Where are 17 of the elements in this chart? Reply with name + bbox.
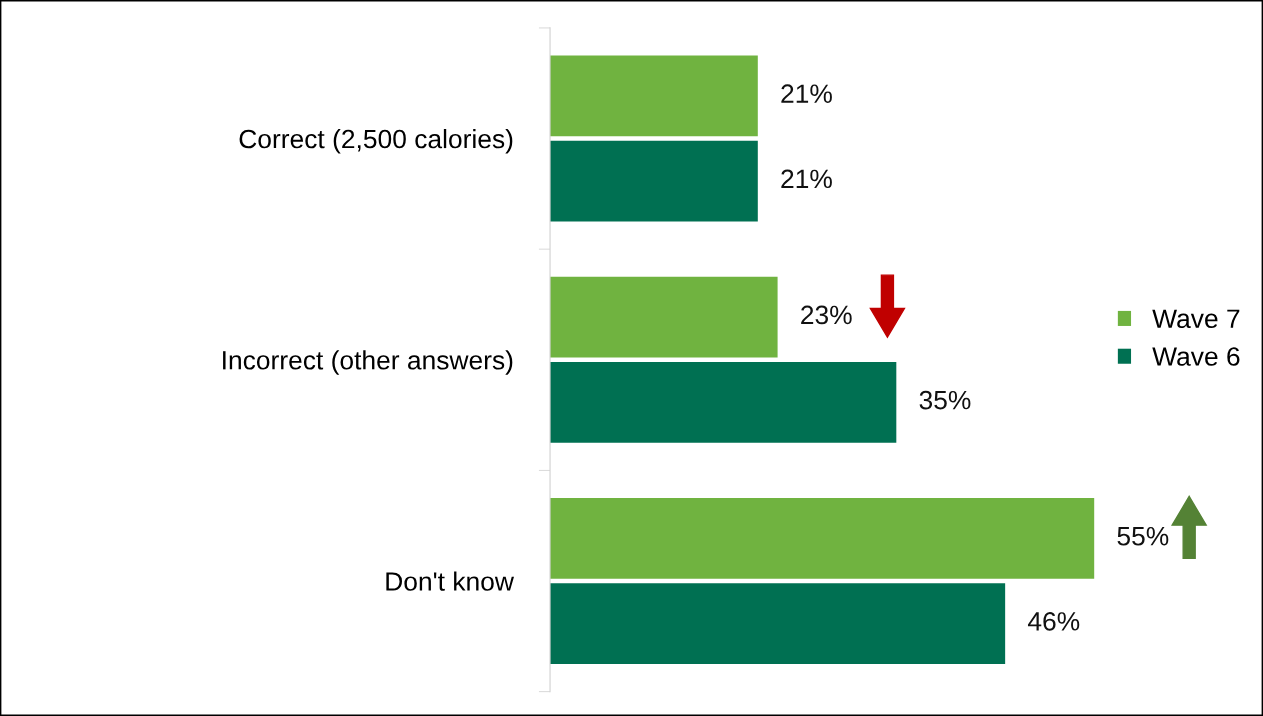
data-label: 35% [919,390,971,410]
bar [550,55,758,137]
data-label: 21% [781,84,832,103]
bar [550,583,1006,664]
data-label: 23% [801,305,852,325]
y-tick-label: Incorrect (other answers) [223,350,513,375]
bar [550,498,1095,579]
data-label: 21% [781,169,832,189]
y-tick-label: Don't know [386,571,514,591]
bar [550,140,758,222]
bar [550,362,897,443]
legend-label: Wave 7 [1152,309,1240,329]
y-tick-label: Correct (2,500 calories) [239,128,513,154]
data-label: 55% [1117,526,1169,546]
legend-label: Wave 6 [1152,347,1240,366]
bar [550,276,778,358]
data-label: 46% [1027,612,1080,631]
